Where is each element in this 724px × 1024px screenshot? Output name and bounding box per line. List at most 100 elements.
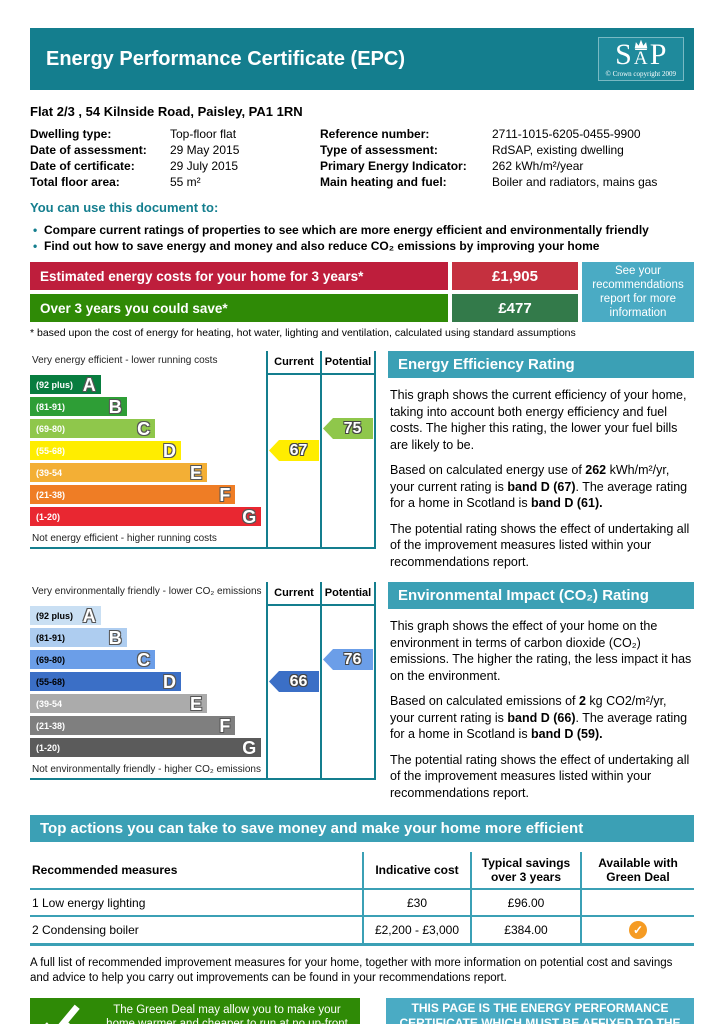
sap-logo: S A P © Crown copyright 2009: [597, 37, 684, 81]
chart-top-label: Very environmentally friendly - lower CO…: [32, 586, 262, 597]
band-row-b: (81-91) B: [30, 628, 266, 650]
property-address: Flat 2/3 , 54 Kilnside Road, Paisley, PA…: [30, 104, 303, 119]
indicative-cost-cell: £30: [362, 890, 470, 917]
rating-bands: (92 plus) A (81-91) B (69-80) C (55-68) D (39-54…: [30, 606, 266, 760]
certificate-notice-box: THIS PAGE IS THE ENERGY PERFORMANCE CERT…: [386, 998, 694, 1024]
band-row-f: (21-38) F: [30, 716, 266, 738]
band-bar-f: (21-38) F: [30, 484, 236, 505]
detail-value: RdSAP, existing dwelling: [492, 143, 624, 157]
costs-footnote: * based upon the cost of energy for heat…: [30, 327, 576, 339]
potential-rating-arrow: 75: [323, 418, 373, 439]
band-bar-g: (1-20) G: [30, 737, 262, 758]
band-range-label: (92 plus): [36, 379, 74, 390]
band-bar-a: (92 plus) A: [30, 606, 101, 625]
band-range-label: (21-38): [36, 489, 66, 500]
band-row-e: (39-54 E: [30, 694, 266, 716]
energy-efficiency-chart: Very energy efficient - lower running co…: [30, 351, 376, 570]
band-row-c: (69-80) C: [30, 419, 266, 441]
typical-savings-cell: £384.00: [470, 917, 580, 946]
detail-value: Boiler and radiators, mains gas: [492, 175, 658, 189]
chart-bottom-label: Not energy efficient - higher running co…: [32, 533, 217, 544]
environmental-impact-section: Very environmentally friendly - lower CO…: [30, 582, 694, 801]
band-bar-c: (69-80) C: [30, 649, 156, 670]
detail-label: Type of assessment:: [320, 143, 438, 157]
band-letter: G: [242, 737, 257, 758]
band-range-label: (81-91): [36, 401, 66, 412]
detail-label: Total floor area:: [30, 175, 120, 189]
band-row-c: (69-80) C: [30, 650, 266, 672]
band-row-a: (92 plus) A: [30, 606, 266, 628]
top-actions-note: A full list of recommended improvement m…: [30, 957, 673, 984]
energy-efficiency-section: Very energy efficient - lower running co…: [30, 351, 694, 570]
band-letter: C: [137, 418, 151, 439]
cost-row-label: Estimated energy costs for your home for…: [30, 262, 448, 290]
band-bar-e: (39-54 E: [30, 463, 207, 482]
band-range-label: (69-80): [36, 654, 66, 665]
detail-value: 2711-1015-6205-0455-9900: [492, 127, 641, 141]
band-letter: A: [82, 374, 96, 395]
current-column-header: Current: [268, 351, 320, 375]
dwelling-details: Dwelling type: Top-floor flat Date of asse…: [30, 126, 694, 190]
band-row-d: (55-68) D: [30, 441, 266, 463]
sap-letters: S A P: [606, 37, 676, 71]
green-deal-text: The Green Deal may allow you to make you…: [106, 1004, 348, 1024]
band-range-label: (92 plus): [36, 610, 74, 621]
sap-letter-p: P: [649, 37, 667, 71]
use-document-bullets: Compare current ratings of properties to…: [30, 222, 694, 254]
band-range-label: (69-80): [36, 423, 66, 434]
eer-paragraph-3: The potential rating shows the effect of…: [390, 521, 690, 569]
band-range-label: (39-54: [36, 698, 63, 709]
detail-label: Reference number:: [320, 127, 430, 141]
band-row-f: (21-38) F: [30, 485, 266, 507]
band-range-label: (39-54: [36, 467, 63, 478]
header-bar: Energy Performance Certificate (EPC) S A…: [30, 28, 694, 90]
detail-value: 29 July 2015: [170, 159, 239, 173]
band-row-d: (55-68) D: [30, 672, 266, 694]
detail-value: 55 m²: [170, 175, 201, 189]
band-letter: E: [189, 693, 202, 714]
band-range-label: (55-68): [36, 676, 66, 687]
bullet-item: Find out how to save energy and money an…: [30, 238, 694, 254]
band-bar-c: (69-80) C: [30, 418, 156, 439]
current-rating-arrow: 67: [269, 440, 319, 461]
band-range-label: (81-91): [36, 632, 66, 643]
green-deal-cell: [580, 890, 694, 917]
band-row-g: (1-20) G: [30, 507, 266, 529]
band-letter: C: [137, 649, 151, 670]
green-deal-check-icon: ✓: [629, 921, 647, 939]
potential-rating-arrow: 76: [323, 649, 373, 670]
band-letter: F: [219, 484, 231, 505]
co2-paragraph-3: The potential rating shows the effect of…: [390, 752, 690, 800]
column-header-green-deal: Available with Green Deal: [580, 852, 694, 890]
band-bar-d: (55-68) D: [30, 672, 182, 691]
details-right-column: Reference number: 2711-1015-6205-0455-990…: [320, 126, 688, 190]
green-deal-cell: ✓: [580, 917, 694, 946]
band-bar-g: (1-20) G: [30, 506, 262, 527]
band-row-e: (39-54 E: [30, 463, 266, 485]
detail-label: Dwelling type:: [30, 127, 112, 141]
band-bar-e: (39-54 E: [30, 694, 207, 713]
crown-copyright: © Crown copyright 2009: [605, 69, 676, 78]
band-letter: B: [108, 396, 122, 417]
current-column: Current 67: [266, 351, 320, 547]
sap-letter-s: S: [615, 37, 632, 71]
band-row-a: (92 plus) A: [30, 375, 266, 397]
potential-column-header: Potential: [322, 582, 374, 606]
environmental-impact-panel: Environmental Impact (CO₂) Rating This g…: [388, 582, 694, 801]
footer-boxes: GREEN DEAL APPROVED The Green Deal may a…: [30, 998, 694, 1024]
current-rating-arrow: 66: [269, 671, 319, 692]
savings-row-label: Over 3 years you could save*: [30, 294, 448, 322]
chart-bottom-label: Not environmentally friendly - higher CO…: [32, 764, 261, 775]
co2-paragraph-2: Based on calculated emissions of 2 kg CO…: [390, 694, 688, 741]
environmental-impact-chart: Very environmentally friendly - lower CO…: [30, 582, 376, 801]
detail-value: 29 May 2015: [170, 143, 240, 157]
band-letter: E: [189, 462, 202, 483]
detail-label: Date of certificate:: [30, 159, 135, 173]
potential-column: Potential 75: [320, 351, 376, 547]
detail-label: Date of assessment:: [30, 143, 147, 157]
details-left-column: Dwelling type: Top-floor flat Date of asse…: [30, 126, 320, 190]
band-letter: G: [242, 506, 257, 527]
potential-column-header: Potential: [322, 351, 374, 375]
measure-cell: 2 Condensing boiler: [30, 917, 362, 946]
bullet-item: Compare current ratings of properties to…: [30, 222, 694, 238]
